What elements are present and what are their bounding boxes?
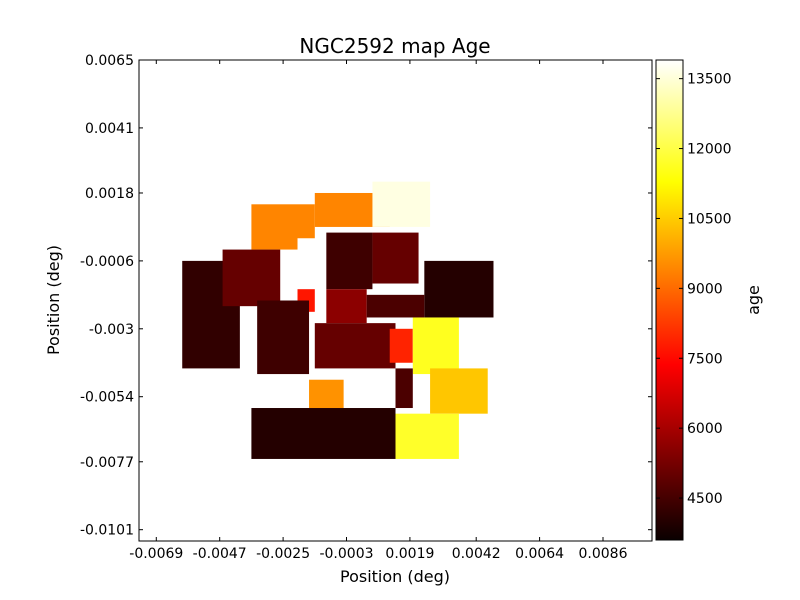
x-tick-label: -0.0003 — [319, 546, 373, 562]
colorbar-tick-label: 13500 — [687, 72, 732, 88]
y-tick-label: 0.0018 — [85, 186, 134, 202]
colorbar-label: age — [744, 285, 763, 315]
y-tick-label: -0.0101 — [80, 523, 134, 539]
x-tick-label: -0.0025 — [256, 546, 310, 562]
map-region — [412, 317, 459, 375]
map-region — [430, 368, 488, 414]
map-region — [326, 232, 373, 290]
colorbar-tick-label: 10500 — [687, 211, 732, 227]
map-region — [395, 368, 413, 409]
colorbar-tick-label: 7500 — [687, 351, 723, 367]
colorbar-tick-label: 12000 — [687, 142, 732, 158]
y-tick-label: -0.003 — [89, 322, 134, 338]
y-tick-label: -0.0054 — [80, 390, 134, 406]
x-tick-label: 0.0042 — [452, 546, 501, 562]
map-region — [257, 300, 310, 375]
y-tick-label: -0.0077 — [80, 455, 134, 471]
map-region — [366, 294, 425, 318]
colorbar-tick-label: 9000 — [687, 281, 723, 297]
map-region — [297, 238, 327, 278]
colorbar-tick-label: 6000 — [687, 421, 723, 437]
map-region — [326, 289, 367, 324]
y-axis-label: Position (deg) — [44, 245, 63, 355]
map-region — [372, 181, 431, 227]
age-map — [182, 181, 494, 459]
x-axis: -0.0069 -0.0047 -0.0025 -0.0003 0.0019 0.0042… — [129, 60, 628, 562]
map-region — [395, 413, 459, 459]
x-tick-label: 0.0064 — [515, 546, 564, 562]
map-region — [314, 323, 396, 369]
chart-title: NGC2592 map Age — [299, 34, 490, 58]
x-tick-label: 0.0086 — [579, 546, 628, 562]
y-tick-label: -0.0006 — [80, 254, 134, 270]
y-tick-label: 0.0041 — [85, 121, 134, 137]
colorbar — [655, 59, 684, 541]
map-region — [251, 408, 396, 459]
x-tick-label: -0.0047 — [193, 546, 247, 562]
map-region — [309, 379, 344, 409]
x-axis-label: Position (deg) — [340, 567, 450, 586]
map-region — [372, 232, 419, 284]
map-region — [424, 260, 494, 318]
x-tick-label: 0.0019 — [385, 546, 434, 562]
y-tick-label: 0.0065 — [85, 53, 134, 69]
colorbar-tick-label: 4500 — [687, 491, 723, 507]
map-region — [389, 328, 413, 363]
y-axis: 0.0065 0.0041 0.0018 -0.0006 -0.003 -0.0054 -0… — [80, 53, 652, 539]
map-region — [222, 249, 281, 307]
colorbar-axis: 4500 6000 7500 9000 10500 12000 13500 — [656, 72, 732, 507]
plot-frame — [138, 59, 653, 542]
x-tick-label: -0.0069 — [129, 546, 183, 562]
